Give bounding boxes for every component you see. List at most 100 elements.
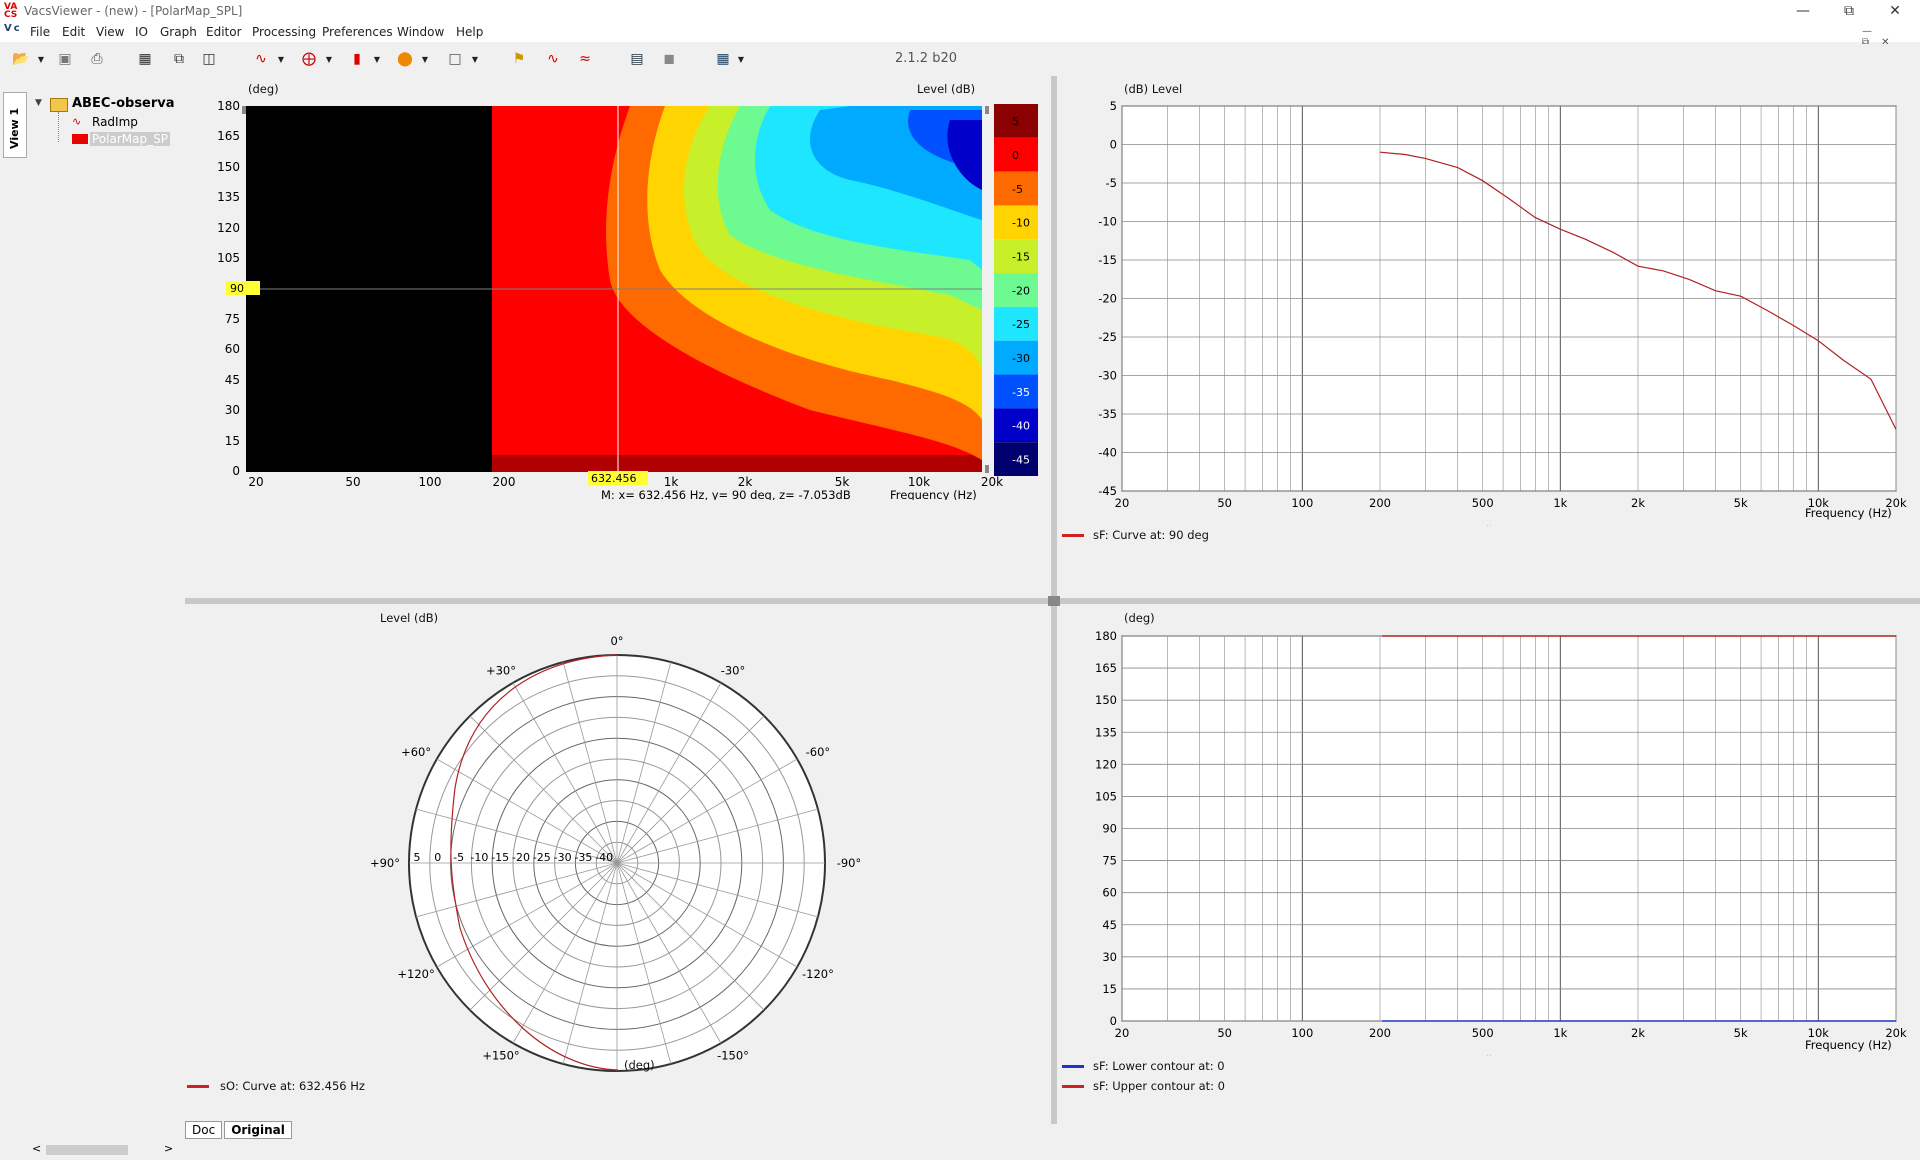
balloon-icon[interactable]: ⬤ — [397, 51, 413, 67]
polar-angle-label: -30° — [721, 664, 746, 678]
x-tick: 10k — [1808, 496, 1830, 510]
polar-plot-chart[interactable]: 0°-30°-60°-90°-120°-150°+/-180°+150°+120… — [370, 618, 860, 1078]
polar-angle-label: +90° — [370, 856, 400, 870]
map-dropdown-icon[interactable]: ▼ — [373, 54, 381, 64]
response-chart[interactable]: 50-5-10-15-20-25-30-35-40-45 20 50 100 200 5… — [1080, 96, 1920, 526]
menu-window[interactable]: Window — [397, 25, 445, 39]
cursor-x-marker[interactable] — [588, 471, 648, 485]
polar-dropdown-icon[interactable]: ▼ — [325, 54, 333, 64]
menu-graph[interactable]: Graph — [160, 25, 197, 39]
scroll-right-icon[interactable]: > — [164, 1142, 174, 1155]
x-tick: 200 — [1369, 496, 1391, 510]
x-tick: 20k — [981, 475, 1003, 489]
mdi-controls[interactable]: —⧉✕ — [1862, 26, 1902, 48]
menu-io[interactable]: IO — [135, 25, 148, 39]
save-icon[interactable]: ▣ — [58, 51, 72, 67]
tree-root[interactable]: ABEC-observa — [72, 96, 175, 111]
colorbar-label: -45 — [1012, 453, 1030, 466]
close-icon[interactable]: ✕ — [1889, 3, 1901, 19]
copy-icon[interactable]: ⧉ — [174, 51, 184, 67]
polar-map-y-ticks: 180 165 150 135 120 105 75 60 45 30 15 0 — [217, 100, 240, 478]
layout-dropdown-icon[interactable]: ▼ — [737, 54, 745, 64]
map-scroll-top[interactable] — [985, 106, 989, 114]
response-collapse-icon[interactable]: ⌄ — [1485, 520, 1493, 526]
upper-legend: sF: Upper contour at: 0 — [1093, 1079, 1225, 1093]
layout-icon[interactable]: ▦ — [716, 51, 730, 67]
tree-item-radimp[interactable]: RadImp — [92, 115, 138, 129]
scroll-left-icon[interactable]: < — [32, 1142, 42, 1155]
compare-icon[interactable]: ≈ — [579, 51, 591, 67]
polar-map-chart[interactable]: 180 165 150 135 120 105 75 60 45 30 15 0… — [210, 100, 1055, 500]
polar-angle-label: -60° — [806, 745, 831, 759]
restore-icon[interactable]: ⧉ — [1844, 3, 1854, 19]
polar-plot-y-label: Level (dB) — [380, 611, 439, 625]
stop-icon[interactable]: ◼ — [663, 51, 675, 67]
balloon-dropdown-icon[interactable]: ▼ — [421, 54, 429, 64]
folder-icon — [50, 98, 68, 112]
paste-icon[interactable]: ◫ — [202, 51, 216, 67]
y-tick: 0 — [232, 464, 240, 478]
y-tick: 0 — [1110, 1014, 1117, 1028]
menu-help[interactable]: Help — [456, 25, 484, 39]
script-icon[interactable]: ⚑ — [512, 51, 526, 67]
sidebar-hscroll[interactable]: < > — [30, 1142, 176, 1158]
open-folder-icon[interactable]: 📂 — [12, 51, 30, 67]
x-tick: 500 — [1472, 1026, 1494, 1040]
x-tick: 50 — [1217, 1026, 1232, 1040]
title-bar: VA CS VacsViewer - (new) - [PolarMap_SPL]… — [0, 0, 1920, 22]
polar-spoke — [512, 862, 618, 1044]
print-icon[interactable]: ⎙ — [91, 51, 103, 67]
view-tab-label: View 1 — [8, 107, 21, 149]
menu-preferences[interactable]: Preferences — [322, 25, 393, 39]
polar-map-icon[interactable]: ▮ — [353, 51, 361, 67]
y-tick: -10 — [1098, 215, 1117, 229]
y-tick: 120 — [1095, 757, 1117, 771]
minimize-icon[interactable]: — — [1796, 3, 1810, 19]
polar-angle-label: +30° — [486, 664, 516, 678]
map-scroll-bottom[interactable] — [985, 465, 989, 473]
x-tick: 20k — [1885, 496, 1907, 510]
polar-spoke — [616, 862, 798, 968]
contour-x-ticks: 20 50 100 200 500 1k 2k 5k 10k 20k — [1115, 1026, 1907, 1040]
map-scroll-left-top[interactable] — [242, 106, 246, 114]
view-tab[interactable]: View 1 — [3, 92, 27, 158]
y-tick: -15 — [1098, 253, 1117, 267]
new-doc-icon[interactable]: □ — [448, 51, 462, 67]
response-legend-swatch — [1062, 534, 1084, 537]
menu-file[interactable]: File — [30, 25, 51, 39]
cursor-y-marker[interactable] — [226, 281, 260, 295]
doc-dropdown-icon[interactable]: ▼ — [471, 54, 479, 64]
x-tick: 20 — [1115, 496, 1130, 510]
menu-edit[interactable]: Edit — [62, 25, 86, 39]
line-graph-icon[interactable]: ∿ — [255, 51, 267, 67]
response-x-label: Frequency (Hz) — [1805, 506, 1892, 520]
radimp-icon: ∿ — [72, 115, 82, 128]
chart-icon[interactable]: ▤ — [630, 51, 644, 67]
response-icon[interactable]: ∿ — [547, 51, 559, 67]
menu-view[interactable]: View — [96, 25, 125, 39]
tab-original[interactable]: Original — [224, 1121, 292, 1139]
tree-connector — [58, 112, 60, 142]
x-tick: 2k — [1631, 496, 1645, 510]
y-tick: 60 — [225, 342, 240, 356]
toolbar — [0, 44, 1920, 74]
scroll-thumb[interactable] — [46, 1145, 128, 1155]
colorbar-band — [994, 171, 1038, 206]
polar-map-x-label: Frequency (Hz) — [890, 488, 977, 500]
tree-icon[interactable]: ▦ — [138, 51, 152, 67]
colorbar-band — [994, 442, 1038, 476]
menu-editor[interactable]: Editor — [206, 25, 242, 39]
tree-item-polarmap[interactable]: PolarMap_SP — [90, 132, 170, 146]
colorbar-band — [994, 408, 1038, 443]
x-tick: 200 — [1369, 1026, 1391, 1040]
polar-graph-icon[interactable]: ⨁ — [302, 51, 316, 67]
tab-doc[interactable]: Doc — [185, 1121, 223, 1139]
graph-dropdown-icon[interactable]: ▼ — [277, 54, 285, 64]
open-dropdown-icon[interactable]: ▼ — [37, 54, 45, 64]
tree-expand-icon[interactable]: ▼ — [35, 98, 42, 108]
y-tick: 180 — [1095, 629, 1117, 643]
splitter-handle[interactable] — [1048, 596, 1060, 606]
contour-collapse-icon[interactable]: ⌄ — [1485, 1050, 1493, 1056]
menu-processing[interactable]: Processing — [252, 25, 317, 39]
